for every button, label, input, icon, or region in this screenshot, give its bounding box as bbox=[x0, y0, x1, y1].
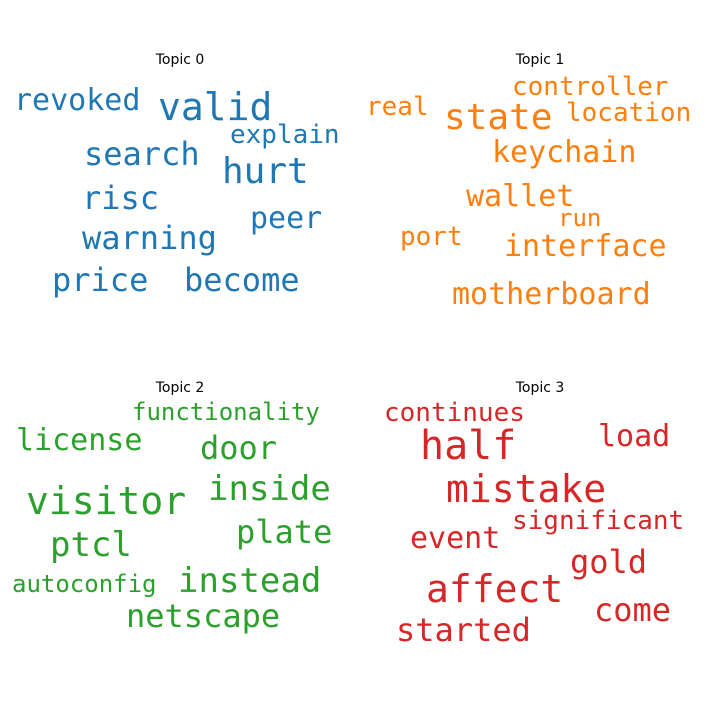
word-state: state bbox=[444, 97, 553, 138]
word-price: price bbox=[52, 261, 149, 299]
word-warning: warning bbox=[82, 219, 217, 257]
word-started: started bbox=[396, 611, 531, 649]
word-inside: inside bbox=[208, 469, 331, 509]
topic-3-panel: Topic 3 continues half load mistake sign… bbox=[360, 328, 720, 688]
word-location: location bbox=[566, 98, 692, 128]
word-affect: affect bbox=[426, 567, 564, 611]
word-ptcl: ptcl bbox=[50, 525, 132, 565]
word-functionality: functionality bbox=[132, 398, 320, 426]
word-interface: interface bbox=[504, 229, 667, 264]
word-search: search bbox=[84, 135, 200, 173]
word-run: run bbox=[558, 204, 602, 232]
word-controller: controller bbox=[512, 72, 669, 102]
word-valid: valid bbox=[158, 85, 273, 129]
word-explain: explain bbox=[230, 120, 340, 150]
word-event: event bbox=[410, 521, 501, 556]
word-hurt: hurt bbox=[222, 151, 309, 192]
word-netscape: netscape bbox=[126, 597, 281, 635]
word-come: come bbox=[594, 591, 672, 629]
topic-1-panel: Topic 1 controller real state location k… bbox=[360, 0, 720, 360]
word-license: license bbox=[16, 423, 143, 458]
topic-0-panel: Topic 0 revoked valid explain search hur… bbox=[0, 0, 360, 360]
topic-0-title: Topic 0 bbox=[155, 52, 205, 68]
word-become: become bbox=[184, 261, 300, 299]
word-port: port bbox=[400, 222, 463, 252]
word-door: door bbox=[200, 429, 278, 467]
word-real: real bbox=[366, 92, 429, 122]
word-visitor: visitor bbox=[26, 479, 187, 523]
word-significant: significant bbox=[512, 506, 685, 536]
word-keychain: keychain bbox=[492, 135, 637, 170]
word-load: load bbox=[598, 419, 671, 454]
word-instead: instead bbox=[178, 561, 322, 601]
word-mistake: mistake bbox=[446, 467, 607, 511]
topic-3-title: Topic 3 bbox=[515, 380, 565, 396]
topic-2-title: Topic 2 bbox=[155, 380, 205, 396]
topic-2-panel: Topic 2 functionality license door visit… bbox=[0, 328, 360, 688]
word-gold: gold bbox=[570, 543, 648, 581]
word-continues: continues bbox=[384, 398, 525, 428]
word-wallet: wallet bbox=[466, 179, 575, 214]
word-plate: plate bbox=[236, 513, 333, 551]
word-half: half bbox=[420, 423, 517, 469]
word-autoconfig: autoconfig bbox=[12, 570, 157, 598]
word-motherboard: motherboard bbox=[452, 277, 651, 312]
word-revoked: revoked bbox=[14, 83, 141, 118]
topic-1-title: Topic 1 bbox=[515, 52, 565, 68]
word-risc: risc bbox=[82, 179, 160, 217]
word-peer: peer bbox=[250, 201, 323, 236]
